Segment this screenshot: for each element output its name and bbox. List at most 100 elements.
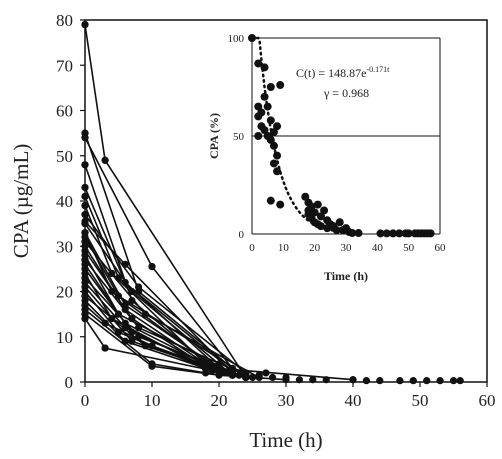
main-data-point [362, 377, 370, 385]
inset-data-point [395, 229, 404, 238]
main-y-tick-label: 70 [56, 56, 73, 75]
main-data-point [114, 274, 123, 282]
main-data-point [235, 371, 243, 379]
inset-data-point [269, 128, 278, 137]
main-data-point [81, 134, 89, 142]
main-data-point [396, 377, 404, 385]
main-data-point [295, 376, 303, 384]
main-data-point [269, 373, 277, 382]
main-data-point [121, 324, 129, 332]
inset-data-point [273, 167, 282, 176]
inset-x-tick-label: 20 [309, 242, 321, 254]
main-y-axis-label: CPA (µg/mL) [9, 144, 33, 259]
inset-data-point [376, 229, 385, 238]
main-data-point [449, 377, 458, 385]
main-data-point [81, 265, 89, 273]
main-series-line-2 [84, 137, 234, 369]
inset-data-point [260, 126, 269, 135]
main-data-point [248, 373, 257, 382]
main-series-line-26 [84, 304, 233, 376]
inset-plot: 0 10 20 30 40 50 60 0 50 100 Time (h) CPA (%) C(… [207, 33, 446, 283]
inset-data-point [254, 132, 263, 140]
inset-data-point [389, 229, 397, 238]
inset-data-point [332, 226, 341, 235]
main-data-point [81, 283, 89, 291]
main-y-tick-label: 10 [56, 328, 73, 347]
inset-data-point [404, 229, 413, 238]
main-data-point [322, 376, 330, 384]
inset-data-point [263, 102, 272, 111]
main-x-tick-label: 40 [345, 391, 362, 410]
main-data-point [376, 377, 384, 385]
inset-data-point [382, 229, 391, 238]
inset-data-point [301, 192, 310, 201]
inset-data-point [426, 229, 435, 238]
main-data-point [208, 367, 216, 375]
main-y-ticks: 0 10 20 30 40 50 60 70 80 [56, 11, 85, 392]
main-data-point [135, 333, 143, 341]
main-data-point [128, 337, 136, 345]
main-data-point [101, 344, 109, 352]
inset-data-point [354, 229, 363, 238]
main-x-tick-label: 50 [412, 391, 429, 410]
main-data-point [128, 296, 136, 305]
inset-x-tick-label: 60 [435, 242, 447, 254]
main-data-point [121, 260, 129, 268]
inset-data-point [266, 83, 275, 91]
main-x-ticks: 0 10 20 30 40 50 60 [81, 382, 496, 410]
main-x-tick-label: 10 [144, 391, 161, 410]
inset-fit-equation-exponent: -0.171t [366, 65, 390, 74]
inset-data-point [316, 212, 325, 221]
main-data-point [148, 263, 156, 271]
inset-fit-correlation: γ = 0.968 [323, 86, 369, 100]
main-data-point [81, 201, 89, 210]
inset-data-point [266, 196, 275, 205]
main-data-point [436, 377, 444, 385]
main-x-axis-label: Time (h) [249, 428, 322, 452]
inset-x-tick-label: 50 [403, 242, 415, 254]
inset-data-point [260, 63, 269, 72]
inset-data-point [269, 141, 278, 150]
main-data-point [108, 287, 116, 296]
main-data-point [101, 156, 109, 164]
inset-data-point [254, 59, 263, 68]
inset-data-point [313, 200, 322, 209]
main-data-point [128, 315, 136, 323]
main-y-tick-label: 20 [56, 283, 73, 302]
main-x-tick-label: 60 [479, 391, 496, 410]
main-data-point [135, 283, 143, 291]
main-data-point [135, 324, 143, 332]
main-data-point [81, 247, 89, 255]
main-data-point [108, 315, 116, 323]
main-x-tick-label: 30 [278, 391, 295, 410]
main-y-tick-label: 60 [56, 102, 73, 121]
inset-y-axis-label: CPA (%) [207, 113, 221, 159]
main-data-point [141, 310, 149, 318]
inset-y-tick-label: 0 [239, 229, 245, 241]
inset-data-point [273, 122, 282, 131]
main-data-point [148, 362, 156, 370]
main-data-point [409, 377, 417, 385]
main-data-point [81, 183, 89, 192]
main-data-point [242, 369, 250, 377]
main-data-point [309, 376, 317, 384]
main-data-point [255, 371, 263, 379]
main-x-tick-label: 20 [211, 391, 228, 410]
main-data-point [349, 376, 357, 384]
inset-fit-equation-base: C(t) = 148.87e [296, 66, 366, 80]
main-y-tick-label: 50 [56, 147, 73, 166]
main-data-point [114, 310, 123, 318]
inset-data-point [320, 206, 329, 215]
main-data-point [262, 369, 270, 377]
main-data-point [121, 337, 129, 345]
inset-x-ticks: 0 10 20 30 40 50 60 [249, 242, 446, 254]
main-data-point [81, 210, 89, 219]
main-data-point [128, 328, 136, 336]
main-data-point [81, 192, 89, 201]
inset-data-points [248, 34, 435, 238]
inset-fit-equation: C(t) = 148.87e-0.171t [296, 65, 390, 80]
inset-x-tick-label: 10 [278, 242, 290, 254]
main-data-point [81, 20, 89, 29]
inset-data-point [348, 229, 357, 238]
main-y-tick-label: 0 [65, 373, 74, 392]
